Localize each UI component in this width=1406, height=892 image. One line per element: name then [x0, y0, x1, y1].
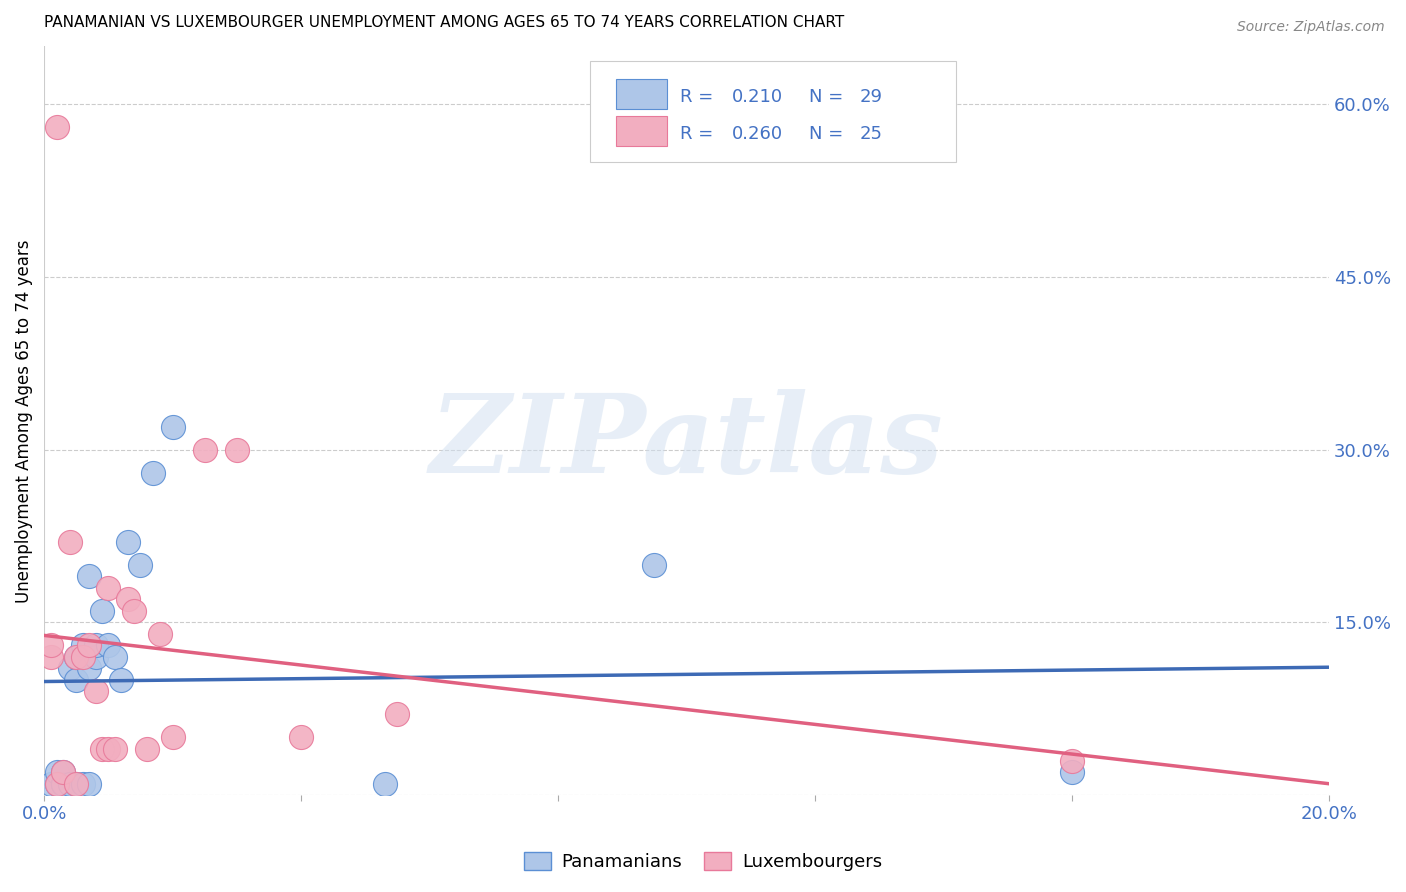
Point — [59, 776, 82, 790]
Point — [149, 627, 172, 641]
Point — [52, 776, 75, 790]
Point — [387, 707, 409, 722]
Point — [117, 534, 139, 549]
Point — [46, 776, 69, 790]
Text: 25: 25 — [860, 125, 883, 143]
Point — [65, 673, 87, 687]
FancyBboxPatch shape — [591, 62, 956, 162]
Point — [162, 419, 184, 434]
Text: 0.210: 0.210 — [731, 87, 783, 105]
Point — [97, 742, 120, 756]
Text: R =: R = — [681, 125, 718, 143]
Point — [643, 558, 665, 572]
Point — [104, 649, 127, 664]
Text: Source: ZipAtlas.com: Source: ZipAtlas.com — [1237, 20, 1385, 34]
Point — [52, 765, 75, 780]
Point — [290, 731, 312, 745]
Point — [129, 558, 152, 572]
Text: PANAMANIAN VS LUXEMBOURGER UNEMPLOYMENT AMONG AGES 65 TO 74 YEARS CORRELATION CH: PANAMANIAN VS LUXEMBOURGER UNEMPLOYMENT … — [44, 15, 845, 30]
Text: N =: N = — [808, 125, 849, 143]
Text: ZIPatlas: ZIPatlas — [430, 390, 943, 497]
Point — [97, 581, 120, 595]
Point — [52, 765, 75, 780]
Point — [135, 742, 157, 756]
Text: 29: 29 — [860, 87, 883, 105]
Point — [52, 776, 75, 790]
Text: N =: N = — [808, 87, 849, 105]
Point — [77, 638, 100, 652]
Point — [72, 649, 94, 664]
FancyBboxPatch shape — [616, 78, 668, 109]
Point — [39, 649, 62, 664]
Point — [90, 604, 112, 618]
Point — [122, 604, 145, 618]
Point — [162, 731, 184, 745]
Point — [84, 638, 107, 652]
Point — [374, 776, 396, 790]
Point — [46, 776, 69, 790]
Point — [110, 673, 132, 687]
Point — [84, 649, 107, 664]
Point — [59, 661, 82, 675]
Point — [84, 684, 107, 698]
Legend: Panamanians, Luxembourgers: Panamanians, Luxembourgers — [516, 845, 890, 879]
Point — [77, 569, 100, 583]
Point — [72, 638, 94, 652]
Point — [65, 649, 87, 664]
Point — [39, 638, 62, 652]
Point — [194, 442, 217, 457]
Point — [225, 442, 247, 457]
Point — [65, 649, 87, 664]
Point — [65, 776, 87, 790]
Point — [46, 120, 69, 134]
FancyBboxPatch shape — [616, 116, 668, 146]
Text: 0.260: 0.260 — [731, 125, 783, 143]
Point — [77, 661, 100, 675]
Point — [117, 592, 139, 607]
Point — [77, 776, 100, 790]
Point — [104, 742, 127, 756]
Point — [72, 776, 94, 790]
Point — [1060, 765, 1083, 780]
Point — [65, 776, 87, 790]
Point — [46, 765, 69, 780]
Point — [59, 534, 82, 549]
Point — [39, 776, 62, 790]
Text: R =: R = — [681, 87, 718, 105]
Y-axis label: Unemployment Among Ages 65 to 74 years: Unemployment Among Ages 65 to 74 years — [15, 239, 32, 602]
Point — [97, 638, 120, 652]
Point — [1060, 754, 1083, 768]
Point — [142, 466, 165, 480]
Point — [90, 742, 112, 756]
